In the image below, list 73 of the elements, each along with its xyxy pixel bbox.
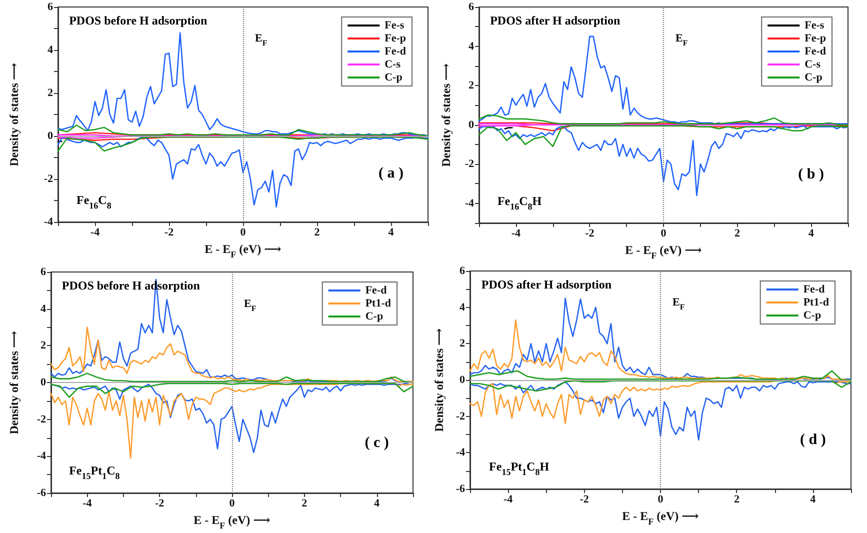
x-tick-label: 0 <box>658 494 664 506</box>
legend-label: C-s <box>384 58 402 70</box>
x-tick-label: 2 <box>734 494 740 506</box>
y-tick-label: -2 <box>464 158 474 170</box>
legend-label: C-p <box>384 72 402 84</box>
y-tick-label: 0 <box>468 118 474 131</box>
y-tick-label: -6 <box>36 487 46 499</box>
legend-label: Fe-d <box>365 284 387 296</box>
y-tick-label: -2 <box>44 173 54 185</box>
y-tick-label: 2 <box>40 340 46 352</box>
annotation: ( a ) <box>378 166 404 182</box>
y-axis-title: Density of states ⟶ <box>7 62 21 166</box>
y-tick-label: -2 <box>456 410 466 422</box>
legend-label: Pt1-d <box>803 296 830 308</box>
legend-label: Pt1-d <box>365 298 392 310</box>
legend-label: Fe-d <box>804 46 826 58</box>
legend-label: C-p <box>804 72 822 84</box>
text: PDOS after H adsorption <box>490 14 621 28</box>
legend-label: Fe-s <box>384 20 405 32</box>
annotation: ( c ) <box>364 435 389 452</box>
x-tick-label: 0 <box>229 498 236 510</box>
x-tick-label: -2 <box>155 498 165 510</box>
x-tick-label: -4 <box>504 494 514 506</box>
y-axis-title: Density of states ⟶ <box>439 63 453 167</box>
y-tick-label: 0 <box>460 374 466 386</box>
legend-label: Fe-p <box>384 32 406 44</box>
x-tick-label: -4 <box>90 226 100 238</box>
legend-label: Fe-p <box>804 32 826 44</box>
y-tick-label: -6 <box>456 483 466 495</box>
x-tick-label: -2 <box>580 494 590 506</box>
y-tick-label: -2 <box>36 413 46 426</box>
y-tick-label: -4 <box>36 450 46 462</box>
y-tick-label: 0 <box>48 130 54 142</box>
y-tick-label: 2 <box>460 338 466 350</box>
x-tick-label: -2 <box>585 228 595 240</box>
y-tick-label: 6 <box>40 266 46 278</box>
y-tick-label: 4 <box>48 44 54 56</box>
y-tick-label: 4 <box>40 302 46 315</box>
x-tick-label: 0 <box>240 226 246 238</box>
x-tick-label: -2 <box>164 226 174 238</box>
x-tick-label: -4 <box>82 498 92 510</box>
x-tick-label: 2 <box>734 228 741 240</box>
legend-label: C-s <box>804 58 822 70</box>
y-tick-label: 6 <box>468 1 474 13</box>
y-tick-label: -4 <box>464 197 474 210</box>
text: PDOS before H adsorption <box>69 14 208 28</box>
legend-label: C-p <box>803 310 822 322</box>
y-axis-title: Density of states ⟶ <box>7 330 21 434</box>
legend-label: C-p <box>365 310 384 322</box>
x-tick-label: 4 <box>808 228 814 240</box>
y-tick-label: -4 <box>44 216 54 228</box>
x-tick-label: -4 <box>511 228 521 240</box>
y-tick-label: 2 <box>48 87 54 99</box>
x-tick-label: 4 <box>388 226 394 238</box>
text: PDOS after H adsorption <box>481 278 612 292</box>
y-tick-label: 6 <box>48 1 54 13</box>
x-tick-label: 2 <box>314 226 320 238</box>
y-tick-label: 4 <box>460 301 466 314</box>
y-tick-label: -4 <box>456 446 466 459</box>
x-tick-label: 2 <box>302 498 308 510</box>
y-tick-label: 2 <box>468 80 474 92</box>
annotation: ( d ) <box>800 432 826 448</box>
x-tick-label: 0 <box>660 228 667 240</box>
x-tick-label: 4 <box>374 498 380 510</box>
legend-label: Fe-d <box>384 46 406 58</box>
y-tick-label: 4 <box>468 40 474 52</box>
y-tick-label: 6 <box>460 265 466 277</box>
legend-label: Fe-d <box>803 284 825 296</box>
y-axis-title: Density of states ⟶ <box>432 328 446 432</box>
legend-label: Fe-s <box>804 20 825 32</box>
annotation: ( b ) <box>798 166 824 182</box>
x-tick-label: 4 <box>810 494 816 506</box>
y-tick-label: 0 <box>40 376 46 388</box>
